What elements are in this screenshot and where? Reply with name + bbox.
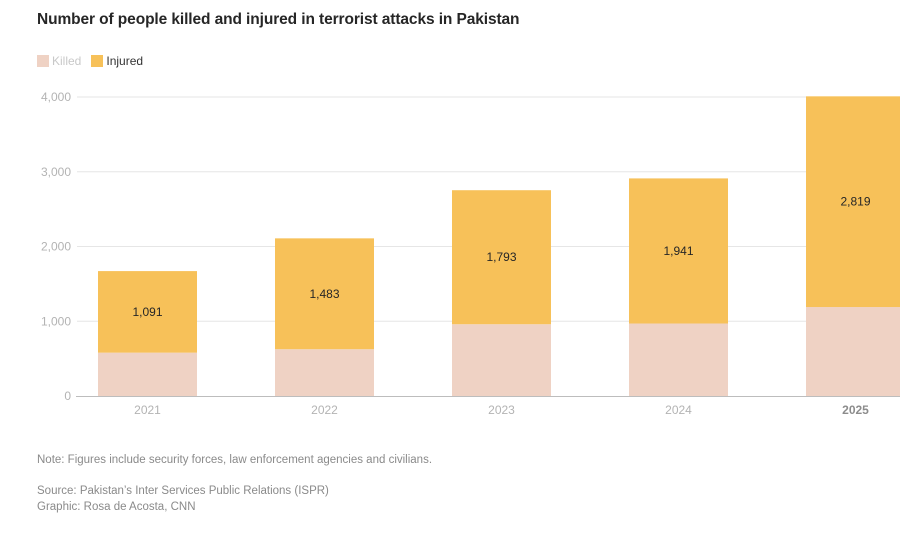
data-label: 1,091 xyxy=(132,305,162,319)
data-label: 1,793 xyxy=(486,250,516,264)
footer-source: Source: Pakistan’s Inter Services Public… xyxy=(37,485,329,497)
legend-swatch-injured xyxy=(91,55,104,67)
bar-killed xyxy=(806,307,900,396)
bar-killed xyxy=(98,352,197,396)
y-tick-label: 3,000 xyxy=(41,165,71,179)
footer-credit: Graphic: Rosa de Acosta, CNN xyxy=(37,501,196,513)
x-tick-label: 2021 xyxy=(134,403,161,417)
bar-injured xyxy=(806,96,900,308)
data-label: 1,941 xyxy=(663,244,693,258)
legend-item-injured[interactable]: Injured xyxy=(91,54,143,68)
x-tick-label: 2022 xyxy=(311,403,338,417)
data-label: 2,819 xyxy=(840,195,870,209)
x-tick-label: 2023 xyxy=(488,403,515,417)
bar-killed xyxy=(452,324,551,396)
bar-killed xyxy=(629,323,728,396)
y-tick-label: 1,000 xyxy=(41,314,71,328)
y-tick-label: 0 xyxy=(64,389,71,403)
x-tick-label: 2025 xyxy=(842,403,869,417)
legend-item-killed[interactable]: Killed xyxy=(37,54,81,68)
data-label: 1,483 xyxy=(309,287,339,301)
chart-plot: 0 1,000 2,000 3,000 4,000 1,091 2021 1,483 2022 1… xyxy=(41,90,900,417)
bar-injured xyxy=(98,271,197,353)
legend-swatch-killed xyxy=(37,55,49,67)
y-tick-label: 4,000 xyxy=(41,90,71,104)
footer-note: Note: Figures include security forces, l… xyxy=(37,454,433,466)
legend-label-killed: Killed xyxy=(52,54,82,68)
legend: Killed Injured xyxy=(37,54,153,68)
bar-injured xyxy=(275,238,374,350)
legend-label-injured: Injured xyxy=(106,54,144,68)
y-tick-label: 2,000 xyxy=(41,240,71,254)
bar-injured xyxy=(629,178,728,324)
bar-killed xyxy=(275,349,374,396)
chart-title: Number of people killed and injured in t… xyxy=(37,11,520,28)
x-tick-label: 2024 xyxy=(665,403,692,417)
bar-injured xyxy=(452,190,551,325)
